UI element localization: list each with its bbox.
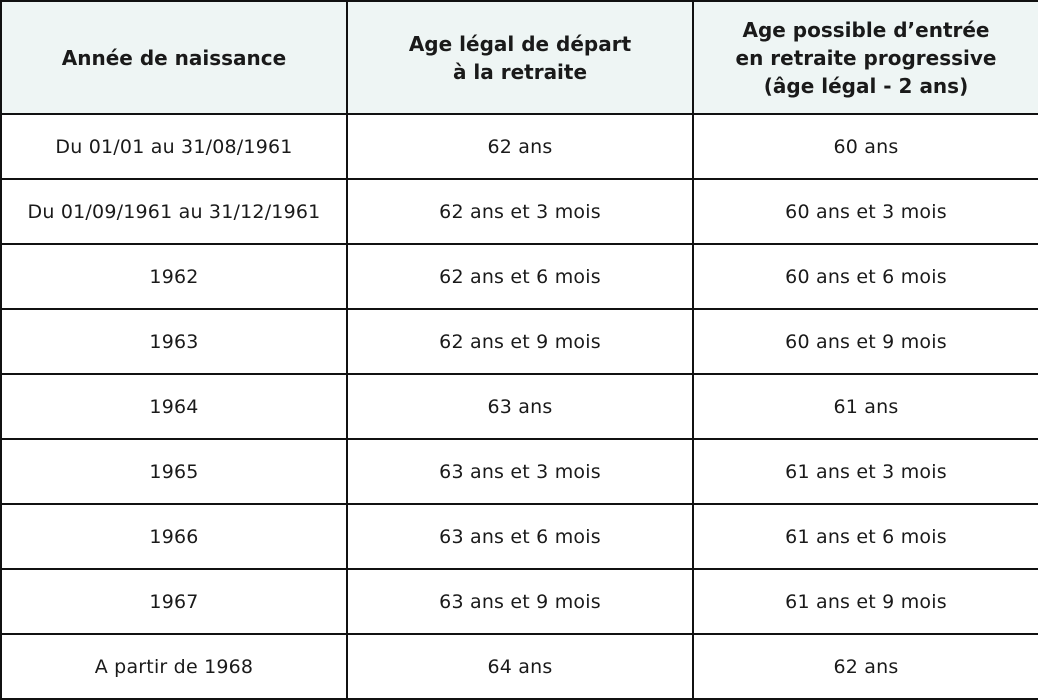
cell-legal-age: 63 ans	[346, 373, 694, 440]
table-row: 1965 63 ans et 3 mois 61 ans et 3 mois	[0, 438, 1038, 505]
header-birth-year: Année de naissance	[0, 0, 348, 115]
cell-legal-age: 62 ans et 9 mois	[346, 308, 694, 375]
cell-legal-age: 63 ans et 3 mois	[346, 438, 694, 505]
table-header: Année de naissance Age légal de départ à…	[0, 0, 1038, 115]
cell-birth-year: A partir de 1968	[0, 633, 348, 700]
header-row: Année de naissance Age légal de départ à…	[0, 0, 1038, 115]
cell-progressive-age: 62 ans	[692, 633, 1038, 700]
cell-legal-age: 64 ans	[346, 633, 694, 700]
cell-progressive-age: 60 ans et 6 mois	[692, 243, 1038, 310]
cell-progressive-age: 61 ans	[692, 373, 1038, 440]
cell-birth-year: 1962	[0, 243, 348, 310]
cell-progressive-age: 60 ans	[692, 113, 1038, 180]
table-row: 1967 63 ans et 9 mois 61 ans et 9 mois	[0, 568, 1038, 635]
cell-legal-age: 63 ans et 6 mois	[346, 503, 694, 570]
header-progressive-age: Age possible d’entrée en retraite progre…	[692, 0, 1038, 115]
cell-progressive-age: 61 ans et 6 mois	[692, 503, 1038, 570]
table-row: A partir de 1968 64 ans 62 ans	[0, 633, 1038, 700]
cell-legal-age: 62 ans et 3 mois	[346, 178, 694, 245]
cell-progressive-age: 60 ans et 9 mois	[692, 308, 1038, 375]
cell-progressive-age: 61 ans et 3 mois	[692, 438, 1038, 505]
cell-legal-age: 63 ans et 9 mois	[346, 568, 694, 635]
cell-birth-year: 1966	[0, 503, 348, 570]
table-body: Du 01/01 au 31/08/1961 62 ans 60 ans Du …	[0, 113, 1038, 700]
table-row: Du 01/01 au 31/08/1961 62 ans 60 ans	[0, 113, 1038, 180]
table-row: 1962 62 ans et 6 mois 60 ans et 6 mois	[0, 243, 1038, 310]
table-row: 1966 63 ans et 6 mois 61 ans et 6 mois	[0, 503, 1038, 570]
cell-birth-year: 1964	[0, 373, 348, 440]
cell-birth-year: 1963	[0, 308, 348, 375]
cell-birth-year: Du 01/01 au 31/08/1961	[0, 113, 348, 180]
cell-birth-year: 1965	[0, 438, 348, 505]
table-row: 1964 63 ans 61 ans	[0, 373, 1038, 440]
cell-legal-age: 62 ans	[346, 113, 694, 180]
table-row: 1963 62 ans et 9 mois 60 ans et 9 mois	[0, 308, 1038, 375]
cell-legal-age: 62 ans et 6 mois	[346, 243, 694, 310]
cell-birth-year: Du 01/09/1961 au 31/12/1961	[0, 178, 348, 245]
cell-progressive-age: 60 ans et 3 mois	[692, 178, 1038, 245]
table-row: Du 01/09/1961 au 31/12/1961 62 ans et 3 …	[0, 178, 1038, 245]
cell-progressive-age: 61 ans et 9 mois	[692, 568, 1038, 635]
cell-birth-year: 1967	[0, 568, 348, 635]
header-legal-age: Age légal de départ à la retraite	[346, 0, 694, 115]
